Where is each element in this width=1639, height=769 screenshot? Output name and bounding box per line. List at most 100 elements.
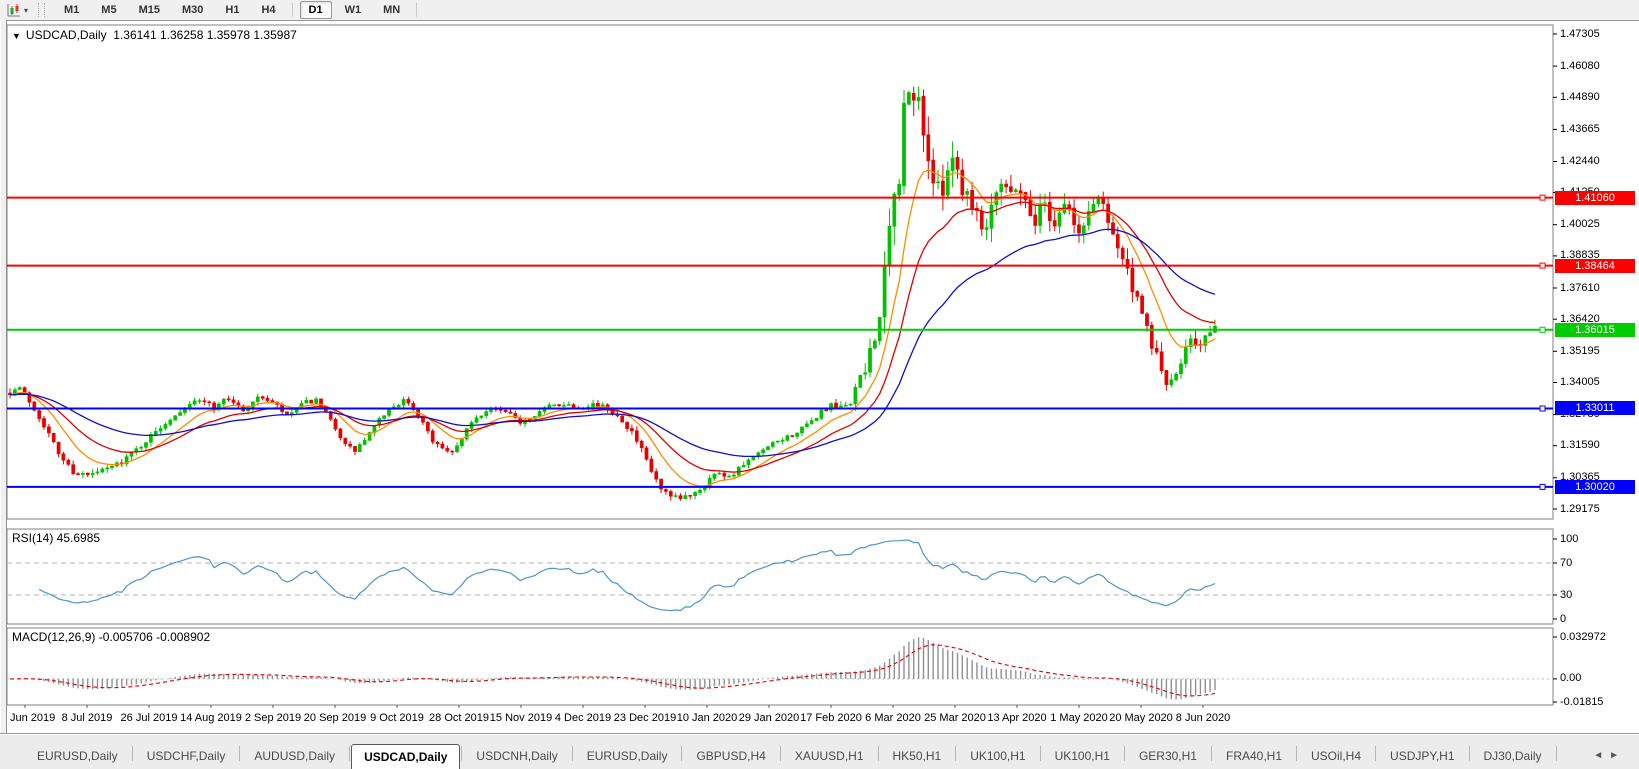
tab-gbpusd-h4[interactable]: GBPUSD,H4 [696, 749, 766, 763]
price-tick-label: 1.34005 [1560, 376, 1600, 388]
price-tick-label: 1.31590 [1560, 439, 1600, 451]
pane-frames [6, 24, 1554, 706]
timeframe-button-m30[interactable]: M30 [181, 4, 204, 16]
level-price-label: 1.33011 [1555, 401, 1635, 415]
chart-window: ▼ USDCAD,Daily 1.36141 1.36258 1.35978 1.… [0, 20, 1639, 735]
date-axis-label: 25 Mar 2020 [924, 712, 986, 724]
tab-separator [681, 746, 683, 761]
tab-hk50-h1[interactable]: HK50,H1 [892, 749, 942, 763]
timeframe-button-mn[interactable]: MN [383, 4, 401, 16]
timeframe-button-w1[interactable]: W1 [344, 4, 362, 16]
date-axis-label: 1 May 2020 [1050, 712, 1108, 724]
date-axis-label: 20 Sep 2019 [303, 712, 367, 724]
rsi-tick-label: 0 [1560, 613, 1567, 625]
date-axis-label: 14 Aug 2019 [180, 712, 242, 724]
level-line-1.36015[interactable] [7, 326, 1553, 333]
rsi-tick-label: 30 [1560, 589, 1573, 601]
tabs-scroll-left-icon[interactable]: ◄ [1593, 750, 1610, 761]
date-axis-label: 17 Feb 2020 [800, 712, 862, 724]
level-price-label: 1.38464 [1555, 259, 1635, 273]
toolbar-grip[interactable] [38, 3, 46, 17]
price-tick-label: 1.44890 [1560, 91, 1600, 103]
tab-separator [877, 746, 879, 761]
timeframe-button-h4[interactable]: H4 [261, 4, 276, 16]
chart-type-dropdown-caret[interactable]: ▾ [24, 5, 29, 15]
collapse-arrow-icon[interactable]: ▼ [12, 31, 21, 41]
tab-separator [1296, 746, 1298, 761]
chart-canvas[interactable] [0, 21, 1639, 735]
level-line-1.30020[interactable] [7, 483, 1553, 490]
candles-layer [8, 86, 1217, 501]
level-line-1.38464[interactable] [7, 262, 1553, 269]
chart-tabs: EURUSD,Daily USDCHF,Daily AUDUSD,Daily USDC… [24, 741, 1558, 769]
tab-separator [461, 746, 463, 761]
toolbar-separator [291, 3, 293, 17]
date-axis-label: 20 May 2020 [1109, 712, 1173, 724]
date-axis-label: 19 Jun 2019 [0, 712, 56, 724]
tab-usdcad-daily[interactable]: USDCAD,Daily [351, 744, 461, 769]
date-axis-label: 10 Jan 2020 [676, 712, 738, 724]
date-axis-label: 4 Dec 2019 [554, 712, 612, 724]
macd-tick-label: 0.00 [1560, 672, 1582, 684]
timeframe-button-m1[interactable]: M1 [64, 4, 80, 16]
date-axis-label: 26 Jul 2019 [120, 712, 178, 724]
tab-usdcnh-daily[interactable]: USDCNH,Daily [476, 749, 558, 763]
chart-ohlc-text: 1.36141 1.36258 1.35978 1.35987 [113, 28, 297, 42]
tabs-navigation: ◄► [1593, 750, 1625, 761]
date-axis-label: 6 Mar 2020 [865, 712, 921, 724]
level-price-label: 1.36015 [1555, 323, 1635, 337]
rsi-tick-label: 70 [1560, 557, 1573, 569]
level-line-1.41060[interactable] [7, 194, 1553, 201]
rsi-indicator-label: RSI(14) 45.6985 [12, 531, 101, 545]
ma-mid-line [9, 201, 1216, 473]
chart-type-icon[interactable] [4, 2, 24, 18]
tab-separator [1375, 746, 1377, 761]
tab-usdchf-daily[interactable]: USDCHF,Daily [146, 749, 226, 763]
toolbar-separator [416, 3, 418, 17]
tab-usdjpy-h1[interactable]: USDJPY,H1 [1390, 749, 1455, 763]
macd-axis-tickmarks [1553, 636, 1557, 703]
date-axis-label: 28 Oct 2019 [429, 712, 489, 724]
tab-separator [349, 746, 351, 761]
price-tick-label: 1.42440 [1560, 155, 1600, 167]
tab-separator [1210, 746, 1212, 761]
tab-usoil-h4[interactable]: USOil,H4 [1311, 749, 1362, 763]
tab-separator [1039, 746, 1041, 761]
price-tick-label: 1.47305 [1560, 28, 1600, 40]
timeframe-toolbar: ▾ M1 M5 M15 M30 H1 H4 D1 W1 MN [0, 0, 1639, 21]
tab-audusd-daily[interactable]: AUDUSD,Daily [254, 749, 336, 763]
price-tick-label: 1.36420 [1560, 313, 1600, 325]
tab-uk100-h1[interactable]: UK100,H1 [1054, 749, 1110, 763]
date-axis-label: 15 Nov 2019 [489, 712, 553, 724]
chart-title: ▼ USDCAD,Daily 1.36141 1.36258 1.35978 1.… [12, 28, 297, 42]
timeframe-button-m5[interactable]: M5 [101, 4, 117, 16]
candlestick-glyph [7, 4, 20, 17]
tab-separator [571, 746, 573, 761]
tab-eurusd-daily[interactable]: EURUSD,Daily [37, 749, 118, 763]
macd-tick-label: 0.032972 [1560, 631, 1606, 643]
timeframe-button-d1[interactable]: D1 [299, 1, 332, 19]
tab-separator [955, 746, 957, 761]
macd-indicator-label: MACD(12,26,9) -0.005706 -0.008902 [12, 630, 211, 644]
date-axis-label: 23 Dec 2019 [613, 712, 677, 724]
date-axis-tickmarks [24, 705, 1204, 708]
timeframe-button-h1[interactable]: H1 [225, 4, 240, 16]
tab-dj30-daily[interactable]: DJ30,Daily [1483, 749, 1542, 763]
window-left-frame [0, 20, 7, 769]
tabs-scroll-right-icon[interactable]: ► [1609, 750, 1625, 761]
tab-fra40-h1[interactable]: FRA40,H1 [1225, 749, 1283, 763]
level-line-1.33011[interactable] [7, 405, 1553, 412]
tab-uk100-h1[interactable]: UK100,H1 [970, 749, 1026, 763]
tab-eurusd-daily[interactable]: EURUSD,Daily [586, 749, 668, 763]
tab-separator [1555, 746, 1557, 761]
date-axis-label: 8 Jul 2019 [61, 712, 113, 724]
timeframe-button-m15[interactable]: M15 [138, 4, 160, 16]
chart-symbol-label: USDCAD,Daily [25, 28, 107, 42]
price-tick-label: 1.35195 [1560, 345, 1600, 357]
tab-separator [239, 746, 241, 761]
level-price-label: 1.41060 [1555, 191, 1635, 205]
price-tick-label: 1.38835 [1560, 249, 1600, 261]
tab-xauusd-h1[interactable]: XAUUSD,H1 [794, 749, 864, 763]
tab-ger30-h1[interactable]: GER30,H1 [1138, 749, 1197, 763]
